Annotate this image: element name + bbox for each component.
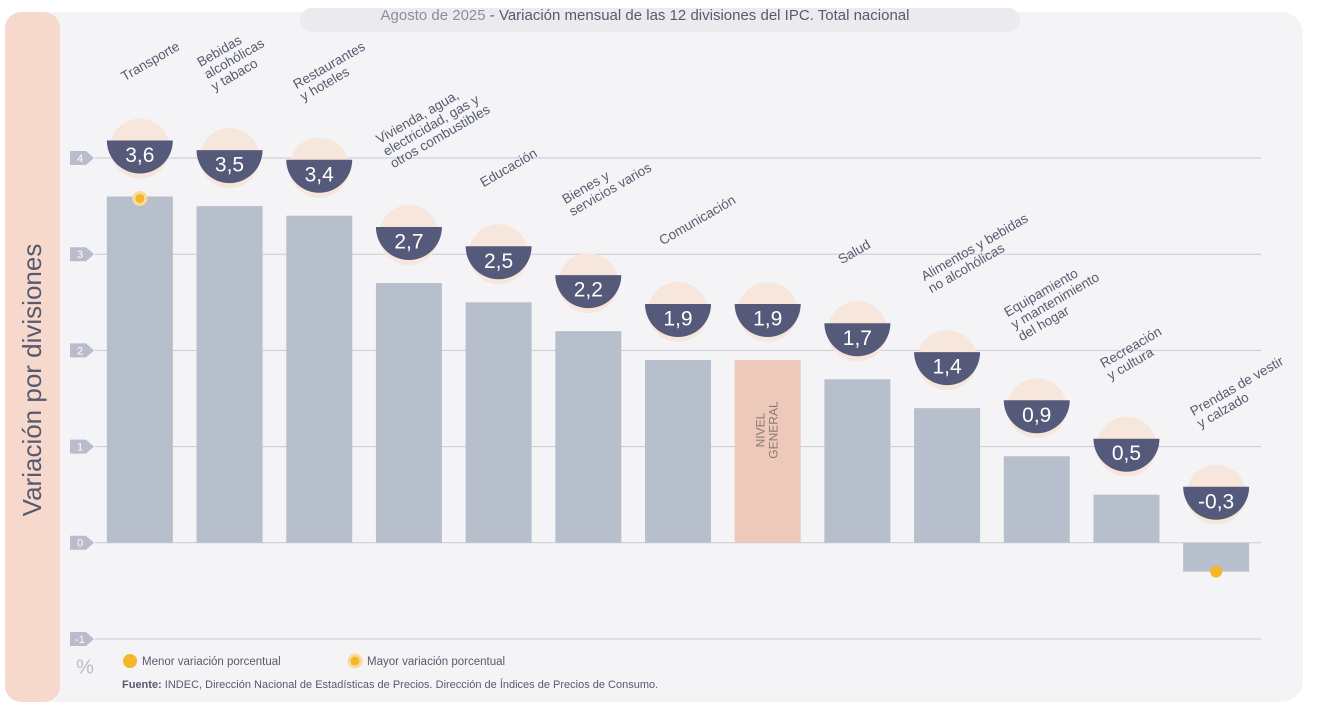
value-label: 2,5: [484, 250, 513, 273]
y-tick-label: 1: [77, 442, 83, 454]
bar: [465, 302, 532, 543]
value-label: 1,7: [843, 327, 872, 350]
value-badge: [645, 304, 711, 338]
value-label: 0,9: [1022, 404, 1051, 427]
value-badge: [1093, 438, 1160, 472]
tick-marker: [70, 535, 94, 550]
bar: [1003, 456, 1070, 543]
value-badge: [196, 150, 263, 184]
bar: [555, 331, 622, 543]
value-badge: [106, 140, 173, 174]
legend-label: Mayor variación porcentual: [367, 656, 505, 668]
value-badge: [1003, 400, 1070, 434]
value-label: 1,9: [663, 308, 692, 331]
value-label: 3,6: [125, 144, 154, 167]
value-badge: [465, 246, 532, 280]
bar: [106, 196, 173, 543]
side-strip: [5, 12, 60, 702]
value-label: 1,4: [932, 356, 962, 379]
bar: [824, 379, 891, 543]
tick-marker: [70, 247, 94, 262]
y-tick-label: 3: [77, 249, 83, 261]
tick-marker: [70, 439, 94, 454]
value-badge: [555, 275, 622, 309]
bar: [645, 360, 711, 543]
value-badge: [375, 227, 442, 261]
value-badge: [914, 352, 981, 386]
bar: [914, 408, 981, 543]
source-text: INDEC, Dirección Nacional de Estadística…: [165, 678, 658, 691]
y-tick-label: 0: [77, 538, 83, 550]
bar: [1093, 494, 1160, 543]
unit-label: %: [76, 656, 94, 678]
value-badge: [286, 159, 353, 193]
value-label: 0,5: [1112, 442, 1141, 465]
inside-label: NIVELGENERAL: [754, 401, 781, 459]
y-tick-label: 2: [77, 345, 83, 357]
title-date: Agosto de 2025: [381, 7, 486, 24]
y-axis-label: Variación por divisiones: [17, 244, 47, 517]
bar: [196, 206, 263, 543]
value-label: 3,5: [215, 154, 244, 177]
value-label: 3,4: [305, 163, 335, 186]
legend-label: Menor variación porcentual: [142, 656, 281, 668]
value-label: 2,7: [394, 231, 423, 254]
inside-label-line: NIVEL: [754, 412, 768, 447]
tick-marker: [70, 343, 94, 358]
legend-marker: [123, 654, 137, 668]
tick-marker: [70, 632, 94, 646]
source: Fuente: INDEC, Dirección Nacional de Est…: [122, 678, 658, 691]
legend-marker: [347, 653, 363, 669]
min-marker: [1210, 565, 1223, 578]
title-text: - Variación mensual de las 12 divisiones…: [490, 7, 910, 24]
value-badge: [824, 323, 891, 357]
value-label: 1,9: [753, 308, 782, 331]
bar: [375, 283, 442, 543]
chart-title: Agosto de 2025 - Variación mensual de la…: [381, 7, 910, 24]
bar: [286, 215, 353, 543]
inside-label-line: GENERAL: [767, 401, 781, 459]
y-tick-label: 4: [77, 153, 83, 165]
value-label: 2,2: [574, 279, 603, 302]
value-badge: [1183, 486, 1250, 520]
tick-marker: [70, 151, 94, 165]
bar: [734, 360, 801, 543]
value-badge: [734, 304, 801, 338]
source-head: Fuente:: [122, 679, 162, 691]
title-pill: [300, 8, 1020, 32]
max-marker: [132, 190, 148, 206]
value-label: -0,3: [1198, 490, 1234, 513]
y-tick-label: -1: [75, 634, 85, 646]
